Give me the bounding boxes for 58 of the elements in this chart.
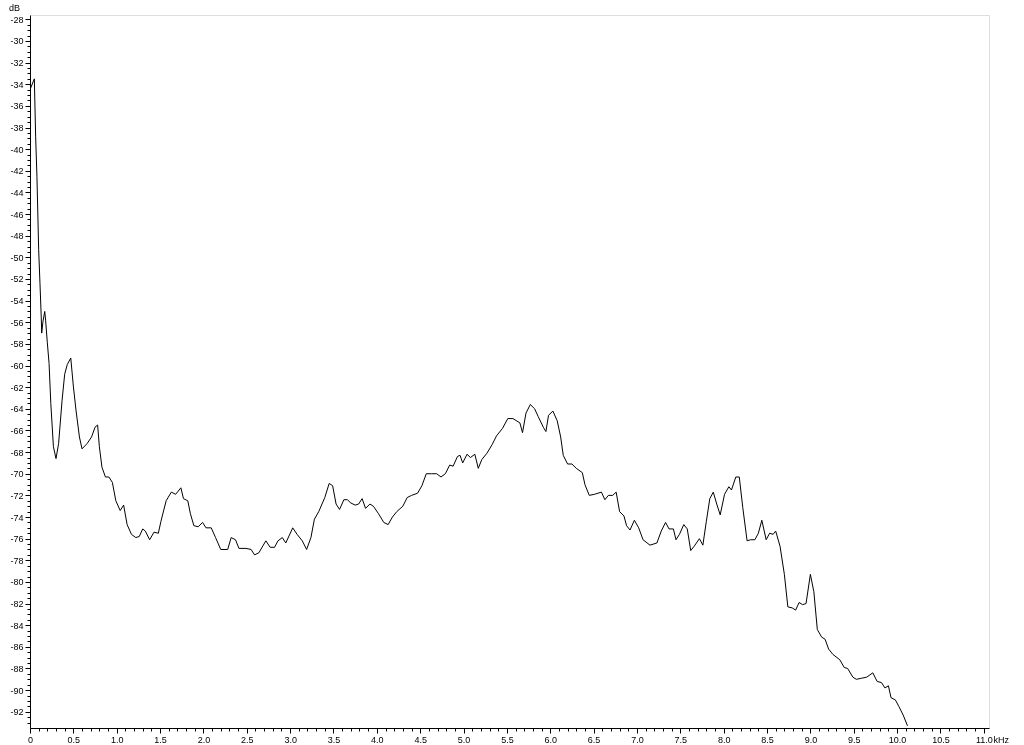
x-tick-label: 2.5 bbox=[241, 734, 254, 745]
y-tick-label: -34 bbox=[10, 79, 24, 90]
y-tick-label: -86 bbox=[10, 642, 24, 653]
y-tick-label: -76 bbox=[10, 534, 24, 545]
x-tick-label: 3.5 bbox=[327, 734, 341, 745]
y-tick-label: -92 bbox=[10, 707, 24, 718]
y-tick-label: -52 bbox=[10, 274, 24, 285]
y-tick-label: -46 bbox=[10, 209, 24, 220]
x-tick-label: 4.0 bbox=[371, 734, 384, 745]
y-tick-label: -54 bbox=[10, 296, 24, 307]
y-tick-label: -38 bbox=[10, 123, 24, 134]
y-tick-label: -30 bbox=[10, 36, 24, 47]
y-tick-label: -62 bbox=[10, 382, 24, 393]
y-tick-label: -40 bbox=[10, 144, 24, 155]
x-tick-label: 8.0 bbox=[717, 734, 731, 745]
y-tick-label: -44 bbox=[10, 187, 24, 198]
x-tick-label: 6.0 bbox=[544, 734, 558, 745]
y-tick-label: -68 bbox=[10, 447, 24, 458]
x-tick-label: 0.5 bbox=[67, 734, 81, 745]
y-axis-title: dB bbox=[8, 2, 21, 13]
y-tick-label: -50 bbox=[10, 252, 24, 263]
x-tick-label: 9.0 bbox=[804, 734, 818, 745]
x-tick-label: 10.5 bbox=[932, 734, 950, 745]
x-tick-label: 2.0 bbox=[197, 734, 211, 745]
y-tick-label: -88 bbox=[10, 663, 24, 674]
y-tick-label: -84 bbox=[10, 620, 24, 631]
x-tick-label: 3.0 bbox=[284, 734, 297, 745]
y-tick-label: -64 bbox=[10, 404, 24, 415]
x-tick-label: 6.5 bbox=[587, 734, 601, 745]
x-tick-label: 7.5 bbox=[674, 734, 688, 745]
y-tick-label: -60 bbox=[10, 361, 24, 372]
y-tick-label: -72 bbox=[10, 490, 24, 501]
x-axis-title: kHz bbox=[993, 734, 1010, 745]
x-tick-label: 8.5 bbox=[761, 734, 774, 745]
y-tick-label: -66 bbox=[10, 425, 24, 436]
y-tick-label: -56 bbox=[10, 317, 24, 328]
x-tick-label: 1.5 bbox=[154, 734, 167, 745]
y-tick-label: -32 bbox=[10, 58, 24, 69]
y-tick-label: -36 bbox=[10, 101, 24, 112]
x-tick-label: 0 bbox=[27, 734, 34, 745]
x-tick-label: 5.5 bbox=[501, 734, 514, 745]
y-tick-label: -82 bbox=[10, 599, 24, 610]
x-tick-label: 7.0 bbox=[631, 734, 644, 745]
y-tick-label: -48 bbox=[10, 231, 24, 242]
y-tick-label: -74 bbox=[10, 512, 24, 523]
y-tick-label: -42 bbox=[10, 166, 24, 177]
y-tick-label: -90 bbox=[10, 685, 24, 696]
x-tick-label: 5.0 bbox=[457, 734, 471, 745]
x-tick-label: 1.0 bbox=[110, 734, 124, 745]
y-tick-label: -58 bbox=[10, 339, 24, 350]
y-tick-label: -28 bbox=[10, 14, 24, 25]
y-tick-label: -80 bbox=[10, 577, 24, 588]
x-tick-label: 9.5 bbox=[847, 734, 861, 745]
y-tick-label: -78 bbox=[10, 555, 24, 566]
x-tick-label: 4.5 bbox=[414, 734, 427, 745]
y-tick-label: -70 bbox=[10, 469, 24, 480]
x-tick-label: 10.0 bbox=[888, 734, 907, 745]
x-tick-label: 11.0 bbox=[975, 734, 993, 745]
